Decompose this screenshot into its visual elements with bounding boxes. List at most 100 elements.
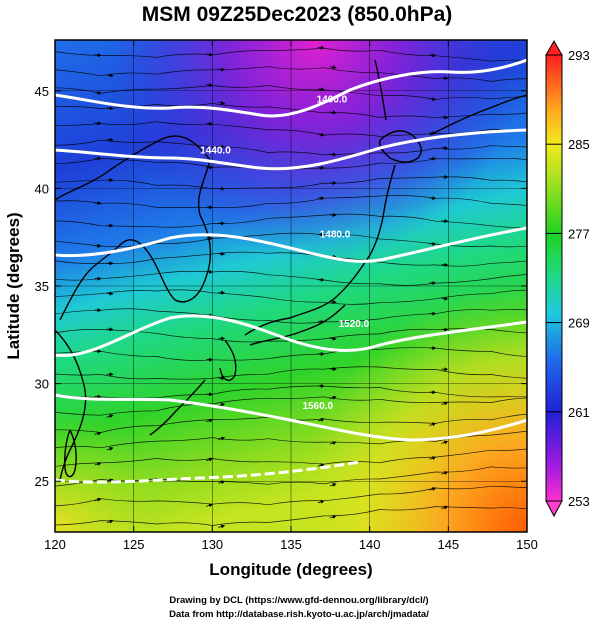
wind-arrow <box>329 110 337 115</box>
colorbar-max-triangle <box>545 39 563 56</box>
wind-arrow <box>317 418 325 422</box>
colorbar-ticks: 293 285 277 269 261 253 <box>546 48 590 509</box>
wind-arrow <box>106 414 114 419</box>
wind-arrow <box>441 145 449 150</box>
wind-arrow <box>329 441 337 446</box>
streamline <box>55 176 527 190</box>
streamline <box>55 448 527 467</box>
x-tick-label: 120 <box>44 537 66 552</box>
colorbar-label: 253 <box>568 494 590 509</box>
wind-arrow <box>218 67 226 72</box>
contour-label: 1560.0 <box>302 401 333 412</box>
graticule <box>55 40 527 532</box>
plot-area: 1400.0 1440.0 1480.0 1520.0 1560.0 <box>55 40 527 532</box>
contour-1600-dashed <box>55 460 361 484</box>
wind-arrow <box>329 483 337 487</box>
colorbar-scale <box>545 54 563 502</box>
wind-arrow <box>441 440 449 445</box>
wind-arrow <box>317 463 325 468</box>
y-axis-label: Latitude (degrees) <box>4 212 23 359</box>
streamline <box>55 232 527 248</box>
colorbar: 293 285 277 269 261 253 <box>545 39 590 518</box>
y-tick-label: 25 <box>35 474 49 489</box>
wind-arrow <box>429 487 437 491</box>
wind-arrow <box>429 456 437 461</box>
streamline <box>55 66 527 82</box>
wind-arrow <box>94 462 102 466</box>
contour-label: 1480.0 <box>320 229 351 240</box>
wind-arrow <box>218 480 226 485</box>
wind-arrow <box>441 471 449 475</box>
wind-arrow <box>206 52 214 57</box>
contour-1400 <box>55 58 527 118</box>
wind-arrow <box>329 395 337 400</box>
colorbar-min-triangle <box>545 500 563 518</box>
wind-arrow <box>429 422 437 427</box>
wind-arrow <box>106 106 114 111</box>
wind-arrow <box>329 65 337 70</box>
x-tick-label: 135 <box>280 537 302 552</box>
wind-arrow <box>218 436 226 441</box>
contour-1560 <box>55 393 527 442</box>
wind-arrow <box>441 401 449 406</box>
colorbar-label: 285 <box>568 137 590 152</box>
wind-arrow <box>441 115 449 120</box>
x-tick-label: 150 <box>516 537 538 552</box>
wind-arrow <box>329 152 337 157</box>
x-tick-label: 125 <box>123 537 145 552</box>
colorbar-label: 269 <box>568 316 590 331</box>
wind-arrow <box>317 45 325 50</box>
wind-arrow <box>441 505 449 510</box>
wind-arrow <box>206 457 214 462</box>
streamline <box>55 85 527 100</box>
wind-arrow <box>429 97 437 102</box>
wind-arrow <box>429 53 437 58</box>
credit-drawing: Drawing by DCL (https://www.gfd-dennou.o… <box>169 595 428 606</box>
wind-arrow <box>441 76 449 81</box>
x-axis-label: Longitude (degrees) <box>209 560 372 579</box>
wind-arrow <box>206 503 214 508</box>
y-tick-label: 40 <box>35 181 49 196</box>
x-tick-label: 130 <box>201 537 223 552</box>
streamline <box>55 485 527 507</box>
x-tick-label: 140 <box>359 537 381 552</box>
y-tick-label: 35 <box>35 279 49 294</box>
contour-1440 <box>55 128 527 171</box>
contour-label: 1520.0 <box>339 319 370 330</box>
wind-arrow <box>218 524 226 529</box>
wind-arrow <box>218 144 226 149</box>
streamline <box>55 396 527 416</box>
wind-arrow <box>206 418 214 423</box>
wind-arrow <box>206 121 214 126</box>
wind-arrow <box>106 137 114 142</box>
wind-arrow <box>329 515 337 519</box>
contour-label: 1400.0 <box>317 95 348 106</box>
streamline <box>55 366 527 380</box>
wind-arrow <box>106 519 114 524</box>
streamline <box>55 213 527 228</box>
streamline <box>55 195 527 209</box>
contour-labels: 1400.0 1440.0 1480.0 1520.0 1560.0 <box>200 95 369 413</box>
y-axis-ticks: 25 30 35 40 45 <box>35 84 527 489</box>
wind-arrow <box>317 87 325 92</box>
contour-1480 <box>55 226 527 263</box>
wind-arrow <box>94 53 102 58</box>
contour-label: 1440.0 <box>200 145 231 156</box>
geopotential-height-contours <box>55 58 527 484</box>
colorbar-label: 293 <box>568 48 590 63</box>
colorbar-label: 277 <box>568 226 590 241</box>
streamline <box>55 47 527 62</box>
wind-arrow <box>94 121 102 126</box>
wind-arrow <box>106 73 114 78</box>
wind-arrow <box>106 447 114 451</box>
streamline <box>55 270 527 286</box>
wind-arrow <box>94 431 102 436</box>
wind-arrow <box>317 499 325 504</box>
wind-arrow <box>94 90 102 95</box>
wind-arrow <box>218 100 226 105</box>
streamline <box>55 308 527 324</box>
contour-1520 <box>55 314 527 358</box>
y-tick-label: 30 <box>35 377 49 392</box>
map-title: MSM 09Z25Dec2023 (850.0hPa) <box>142 3 453 26</box>
